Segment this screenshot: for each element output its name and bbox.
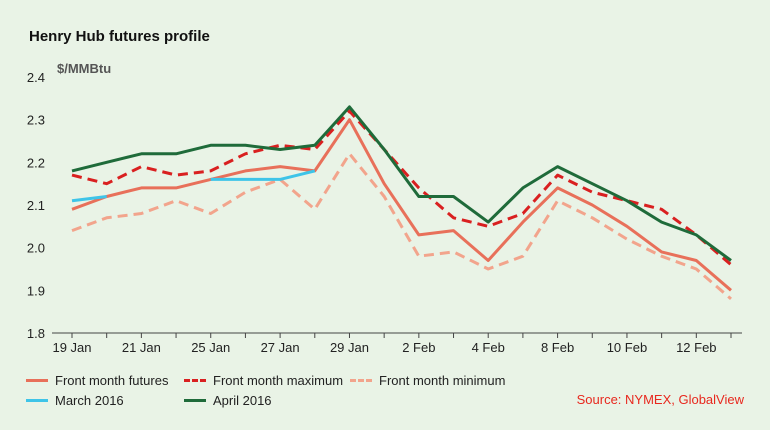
legend-swatch [26,399,48,402]
series-line-front-month-minimum [71,152,732,301]
x-tick-label: 4 Feb [472,340,505,355]
series-line-front-month-futures [71,118,732,292]
series-line-march-2016 [71,195,107,203]
y-tick-label: 2.3 [27,113,45,128]
legend-swatch [350,379,372,382]
x-tick-label: 12 Feb [676,340,716,355]
legend-swatch [184,399,206,402]
legend-label: March 2016 [55,393,124,408]
legend-label: April 2016 [213,393,272,408]
chart-title: Henry Hub futures profile [29,28,210,45]
x-tick-label: 25 Jan [191,340,230,355]
legend-item: April 2016 [184,393,272,408]
legend-label: Front month minimum [379,373,506,388]
legend-label: Front month maximum [213,373,344,388]
x-tick-label: 8 Feb [541,340,574,355]
y-tick-label: 2.4 [27,70,45,85]
series-line-april-2016 [71,105,732,262]
y-tick-label: 1.9 [27,283,45,298]
y-tick-label: 2.0 [27,241,45,256]
x-tick-label: 10 Feb [607,340,647,355]
legend-label: Front month futures [55,373,169,388]
legend-swatch [26,379,48,382]
legend-item: Front month futures [26,373,168,388]
y-tick-label: 1.8 [27,326,45,341]
y-tick-label: 2.2 [27,155,45,170]
x-tick-label: 19 Jan [52,340,91,355]
legend-item: Front month minimum [350,373,505,388]
legend-item: Front month maximum [184,373,343,388]
legend-swatch [184,379,206,382]
x-tick-label: 27 Jan [261,340,300,355]
x-tick-label: 2 Feb [402,340,435,355]
x-tick-label: 21 Jan [122,340,161,355]
line-chart: $/MMBtu 1.8 1.9 2.0 2.1 2.2 2.3 2.4 19 Jan 21 Jan… [27,61,742,355]
source-note: Source: NYMEX, GlobalView [576,392,744,407]
y-tick-label: 2.1 [27,198,45,213]
x-tick-label: 29 Jan [330,340,369,355]
legend-item: March 2016 [26,393,124,408]
series-line-march-2016 [210,169,316,181]
y-axis-label: $/MMBtu [57,61,111,76]
